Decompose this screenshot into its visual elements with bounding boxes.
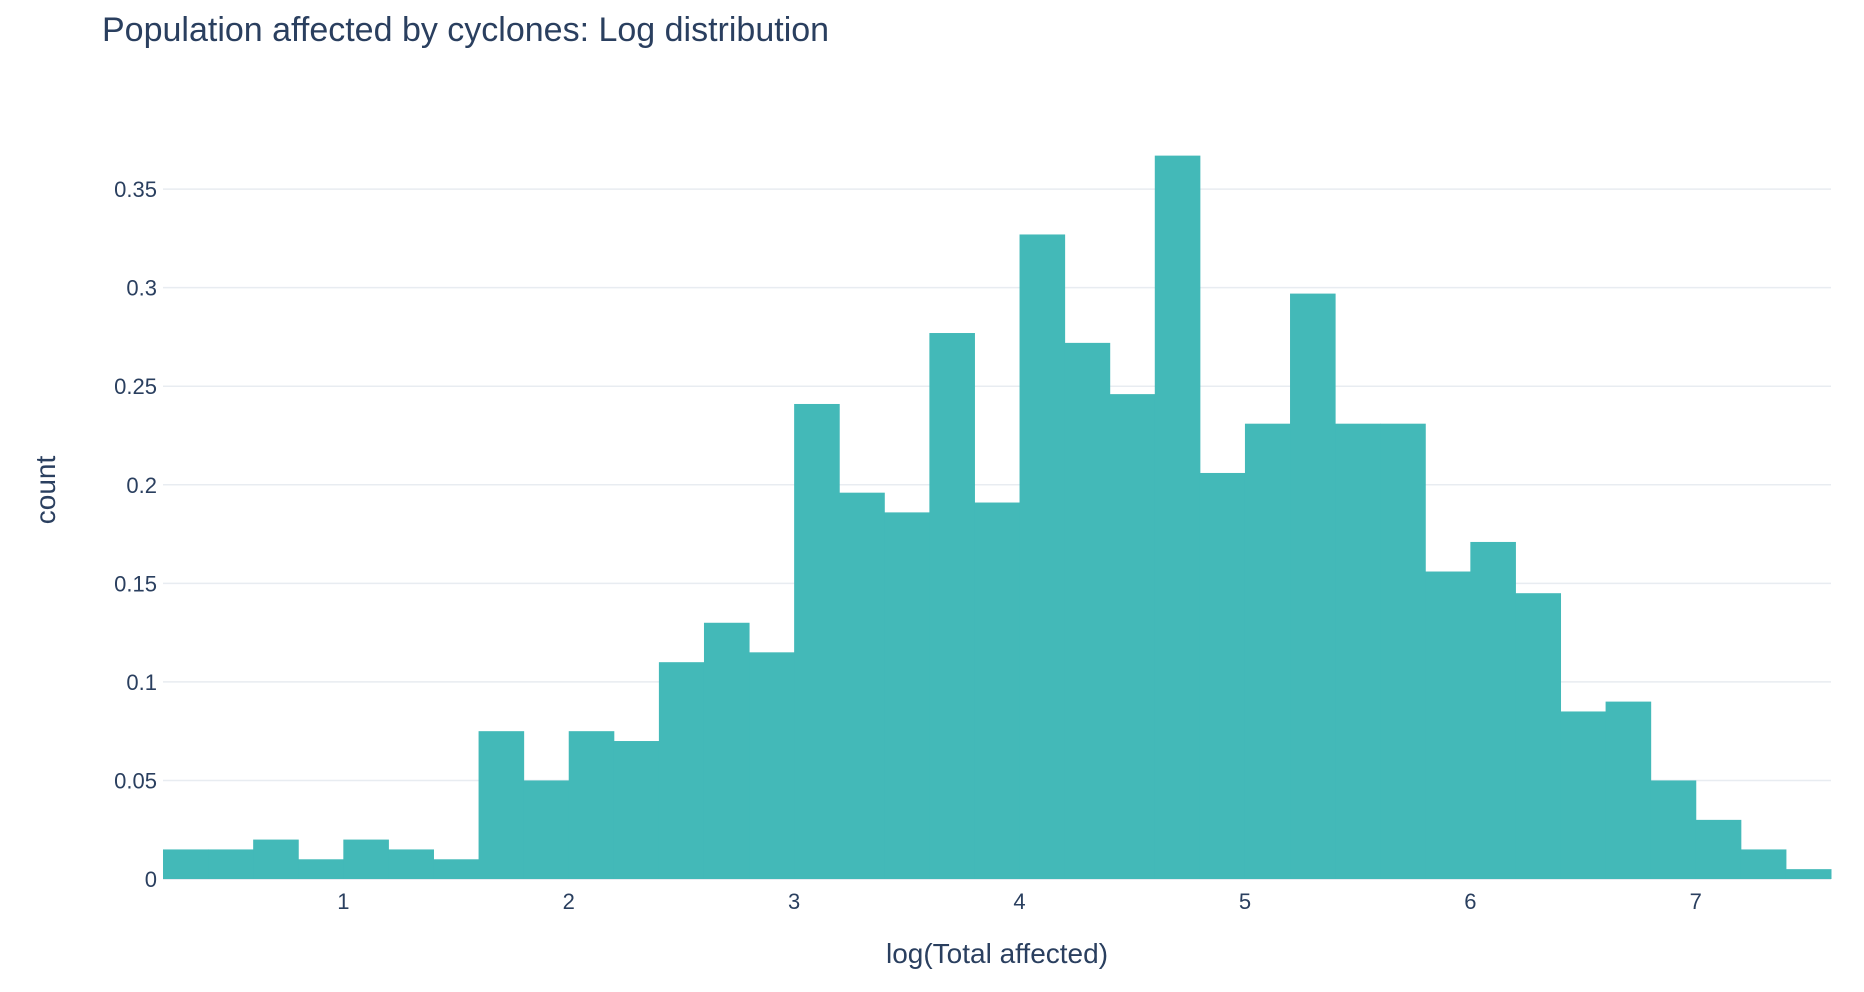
x-tick-label: 7 — [1690, 889, 1702, 914]
histogram-bar — [253, 839, 299, 879]
histogram-bar — [1064, 342, 1111, 880]
histogram-bar — [523, 780, 570, 879]
histogram-bar — [1335, 423, 1381, 879]
histogram-bar — [1515, 593, 1562, 879]
histogram-bar — [884, 512, 930, 879]
histogram-bar — [1650, 780, 1697, 879]
histogram-bar — [839, 492, 885, 879]
histogram-bar — [703, 622, 750, 879]
y-tick-label: 0 — [145, 867, 157, 892]
histogram-bar — [1019, 234, 1066, 879]
x-tick-label: 2 — [563, 889, 575, 914]
histogram-bar — [1605, 701, 1652, 879]
histogram-bar — [1244, 423, 1291, 879]
x-tick-label: 1 — [337, 889, 349, 914]
y-tick-label: 0.1 — [126, 670, 157, 695]
histogram-bar — [658, 662, 705, 879]
histogram-bar — [343, 839, 389, 879]
histogram-bar — [1560, 711, 1607, 879]
y-tick-label: 0.15 — [114, 571, 157, 596]
histogram-bar — [1470, 541, 1516, 879]
x-tick-label: 3 — [788, 889, 800, 914]
histogram-bar — [1695, 819, 1742, 879]
x-tick-label: 5 — [1239, 889, 1251, 914]
histogram-bars — [163, 155, 1832, 880]
histogram-bar — [974, 502, 1021, 879]
histogram-bar — [1290, 293, 1336, 879]
y-tick-label: 0.2 — [126, 473, 157, 498]
histogram-bar — [794, 403, 840, 879]
x-axis-label: log(Total affected) — [886, 938, 1108, 969]
x-tick-label: 6 — [1464, 889, 1476, 914]
histogram-bar — [1740, 849, 1787, 879]
histogram-bar — [613, 741, 660, 879]
histogram-bar — [433, 859, 480, 879]
chart-title: Population affected by cyclones: Log dis… — [102, 11, 829, 49]
y-axis-ticks: 0 0.05 0.1 0.15 0.2 0.25 0.3 0.35 — [114, 177, 157, 892]
histogram-bar — [208, 849, 254, 879]
histogram-bar — [1380, 423, 1426, 879]
y-tick-label: 0.05 — [114, 768, 157, 793]
histogram-bar — [1109, 394, 1156, 879]
histogram-bar — [1154, 155, 1201, 880]
histogram-bar — [1425, 571, 1471, 879]
x-axis-ticks: 1 2 3 4 5 6 7 — [337, 889, 1702, 914]
histogram-bar — [749, 652, 795, 879]
histogram-bar — [163, 849, 209, 879]
y-tick-label: 0.35 — [114, 177, 157, 202]
y-tick-label: 0.3 — [126, 276, 157, 301]
histogram-bar — [1785, 869, 1832, 879]
histogram-bar — [568, 731, 615, 879]
histogram-bar — [298, 859, 344, 879]
y-axis-label: count — [30, 456, 61, 525]
histogram-bar — [929, 333, 975, 879]
x-tick-label: 4 — [1013, 889, 1025, 914]
histogram-bar — [388, 849, 434, 879]
y-tick-label: 0.25 — [114, 374, 157, 399]
histogram-bar — [478, 731, 525, 879]
histogram-bar — [1199, 472, 1246, 879]
